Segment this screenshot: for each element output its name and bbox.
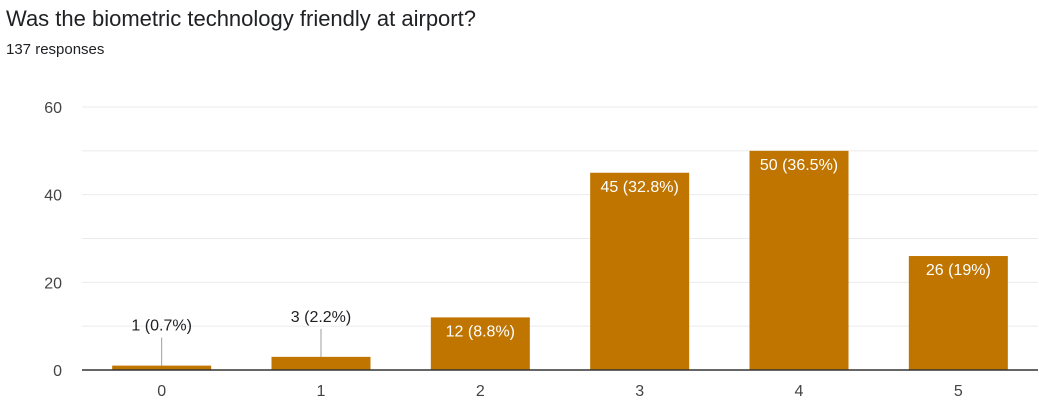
y-tick-label: 40 <box>44 188 62 205</box>
data-label: 3 (2.2%) <box>291 309 351 326</box>
data-label: 12 (8.8%) <box>446 323 515 340</box>
gridlines <box>82 106 1038 327</box>
x-tick-label: 4 <box>795 383 804 400</box>
data-labels: 1 (0.7%) 3 (2.2%) 12 (8.8%) 45 (32.8%) 50 (3… <box>131 157 991 366</box>
y-tick-label: 0 <box>53 363 62 380</box>
bar <box>749 150 849 370</box>
question-title: Was the biometric technology friendly at… <box>6 6 476 31</box>
bars <box>112 150 1008 370</box>
data-label: 26 (19%) <box>926 262 991 279</box>
x-tick-label: 3 <box>635 383 644 400</box>
x-tick-label: 0 <box>157 383 166 400</box>
data-label: 45 (32.8%) <box>601 179 679 196</box>
y-tick-label: 20 <box>44 275 62 292</box>
axes: 0 20 40 60 0 1 2 3 4 5 <box>44 100 1038 400</box>
x-tick-label: 1 <box>317 383 326 400</box>
y-tick-label: 60 <box>44 100 62 117</box>
bar <box>430 317 530 370</box>
bar <box>271 356 371 370</box>
response-count: 137 responses <box>6 41 105 58</box>
data-label: 50 (36.5%) <box>760 157 838 174</box>
x-tick-label: 2 <box>476 383 485 400</box>
data-label: 1 (0.7%) <box>131 318 191 335</box>
bar <box>908 256 1008 370</box>
x-tick-label: 5 <box>954 383 963 400</box>
bar <box>112 365 212 370</box>
bar <box>590 172 690 370</box>
